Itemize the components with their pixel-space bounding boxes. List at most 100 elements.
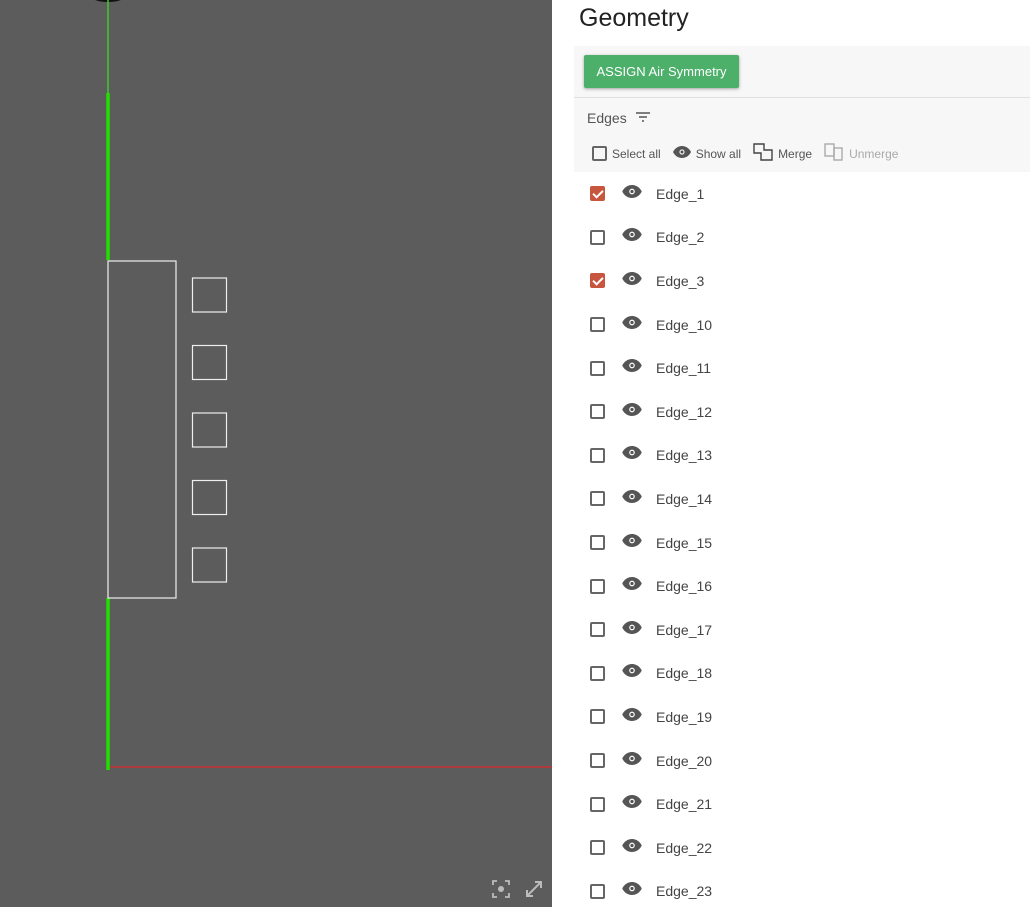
edge-row[interactable]: Edge_11	[590, 346, 712, 390]
edge-row[interactable]: Edge_17	[590, 608, 712, 652]
merge-icon	[753, 143, 773, 164]
eye-icon[interactable]	[622, 402, 642, 421]
eye-icon[interactable]	[622, 359, 642, 377]
edge-name: Edge_23	[656, 883, 713, 900]
edge-checkbox[interactable]	[590, 840, 605, 856]
show-all-button[interactable]: Show all	[672, 146, 742, 161]
edge-row[interactable]: Edge_15	[590, 521, 712, 565]
eye-icon[interactable]	[622, 838, 642, 857]
geometry-square[interactable]	[191, 412, 228, 448]
eye-icon[interactable]	[622, 446, 642, 464]
edge-name: Edge_1	[656, 185, 705, 202]
geometry-rectangle[interactable]	[107, 260, 177, 599]
edge-checkbox[interactable]	[590, 753, 605, 769]
edge-row[interactable]: Edge_3	[590, 259, 712, 303]
edge-name: Edge_12	[656, 403, 713, 420]
merge-label: Merge	[778, 146, 813, 161]
edges-label: Edges	[587, 110, 627, 126]
assign-air-symmetry-button[interactable]: ASSIGN Air Symmetry	[584, 55, 739, 88]
geometry-square[interactable]	[191, 277, 228, 313]
toolbar: ASSIGN Air Symmetry Edges Select all Sho…	[574, 46, 1030, 172]
edge-checkbox[interactable]	[590, 404, 605, 420]
edge-checkbox[interactable]	[590, 491, 605, 507]
edge-row[interactable]: Edge_22	[590, 826, 712, 870]
edge-name: Edge_2	[656, 229, 705, 246]
edge-name: Edge_3	[656, 272, 705, 289]
geometry-square[interactable]	[191, 547, 228, 583]
edge-row[interactable]: Edge_14	[590, 477, 712, 521]
divider	[574, 97, 1030, 98]
edge-checkbox[interactable]	[590, 709, 605, 725]
eye-icon[interactable]	[622, 751, 642, 770]
eye-icon[interactable]	[622, 707, 642, 726]
edge-actions: Select all Show all Merge Unmerge	[592, 143, 910, 164]
edge-checkbox[interactable]	[590, 447, 605, 463]
eye-icon[interactable]	[622, 795, 642, 813]
edge-checkbox[interactable]	[590, 186, 605, 202]
edge-name: Edge_21	[656, 796, 713, 813]
edge-row[interactable]: Edge_23	[590, 870, 712, 914]
geometry-canvas[interactable]	[0, 0, 552, 907]
unmerge-label: Unmerge	[849, 146, 899, 161]
edge-checkbox[interactable]	[590, 229, 605, 245]
edge-name: Edge_18	[656, 665, 713, 682]
eye-icon	[672, 146, 691, 161]
edge-row[interactable]: Edge_10	[590, 303, 712, 347]
edge-name: Edge_13	[656, 447, 713, 464]
edge-name: Edge_10	[656, 316, 713, 333]
geometry-square[interactable]	[191, 344, 228, 381]
eye-icon[interactable]	[622, 533, 642, 552]
edge-checkbox[interactable]	[590, 578, 605, 594]
eye-icon[interactable]	[622, 664, 642, 682]
eye-icon[interactable]	[622, 489, 642, 508]
edge-name: Edge_15	[656, 534, 713, 551]
select-all-button[interactable]: Select all	[592, 146, 661, 161]
edge-checkbox[interactable]	[590, 622, 605, 638]
eye-icon[interactable]	[622, 577, 642, 595]
edge-name: Edge_11	[656, 360, 712, 377]
edge-checkbox[interactable]	[590, 535, 605, 551]
unmerge-icon	[824, 143, 844, 164]
edge-name: Edge_22	[656, 839, 713, 856]
edge-row[interactable]: Edge_1	[590, 172, 712, 216]
edge-row[interactable]: Edge_18	[590, 652, 712, 696]
edge-checkbox[interactable]	[590, 665, 605, 681]
eye-icon[interactable]	[622, 271, 642, 290]
geometry-panel: Geometry ASSIGN Air Symmetry Edges Selec…	[552, 0, 1030, 914]
edge-name: Edge_19	[656, 708, 713, 725]
edge-row[interactable]: Edge_2	[590, 216, 712, 260]
merge-button[interactable]: Merge	[753, 143, 812, 164]
panel-title: Geometry	[579, 4, 689, 32]
focus-icon[interactable]	[490, 878, 512, 900]
eye-icon[interactable]	[622, 228, 642, 246]
show-all-label: Show all	[695, 146, 742, 161]
edge-name: Edge_20	[656, 752, 713, 769]
eye-icon[interactable]	[622, 882, 642, 900]
edge-name: Edge_14	[656, 490, 713, 507]
geometry-viewport[interactable]	[0, 0, 552, 907]
edge-row[interactable]: Edge_19	[590, 695, 712, 739]
eye-icon[interactable]	[622, 184, 642, 203]
filter-icon[interactable]	[635, 110, 651, 126]
edge-checkbox[interactable]	[590, 883, 605, 899]
edge-checkbox[interactable]	[590, 360, 605, 376]
edges-header: Edges	[587, 110, 651, 126]
eye-icon[interactable]	[622, 315, 642, 334]
edge-name: Edge_17	[656, 621, 713, 638]
eye-icon[interactable]	[622, 620, 642, 639]
edge-list: Edge_1 Edge_2 Edge_3 Edge_10 Edge_11 Edg…	[590, 172, 712, 913]
unmerge-button[interactable]: Unmerge	[824, 143, 898, 164]
edge-row[interactable]: Edge_20	[590, 739, 712, 783]
fullscreen-icon[interactable]	[523, 878, 545, 900]
edge-checkbox[interactable]	[590, 317, 605, 333]
edge-row[interactable]: Edge_21	[590, 782, 712, 826]
edge-row[interactable]: Edge_12	[590, 390, 712, 434]
edge-row[interactable]: Edge_13	[590, 434, 712, 478]
edge-name: Edge_16	[656, 578, 713, 595]
select-all-label: Select all	[612, 146, 661, 161]
edge-checkbox[interactable]	[590, 796, 605, 812]
geometry-square[interactable]	[191, 479, 228, 516]
checkbox-icon[interactable]	[592, 146, 607, 161]
edge-checkbox[interactable]	[590, 273, 605, 289]
edge-row[interactable]: Edge_16	[590, 564, 712, 608]
